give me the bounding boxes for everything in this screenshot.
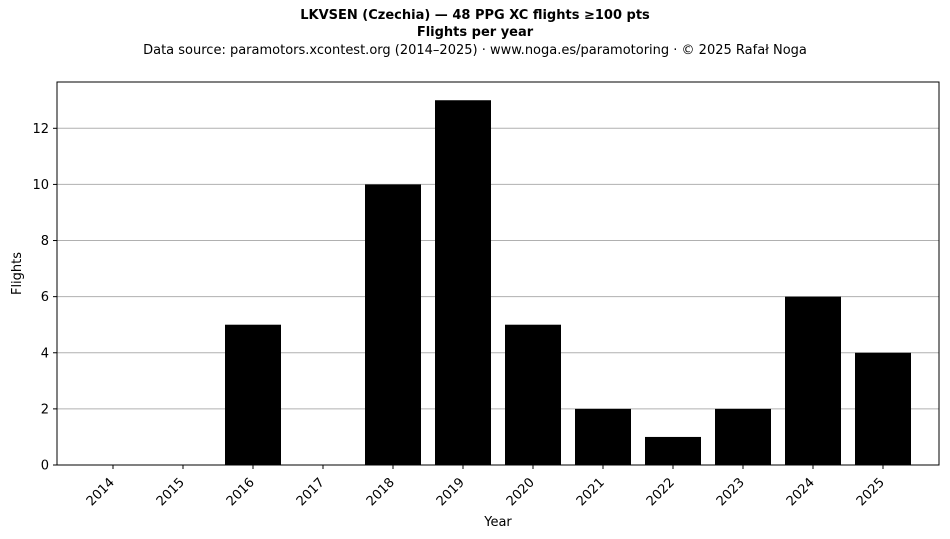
y-tick-label: 8 bbox=[41, 234, 49, 249]
y-axis: 0 2 4 6 8 10 12 bbox=[32, 122, 57, 474]
bar-2025 bbox=[855, 352, 911, 465]
x-tick-label: 2020 bbox=[504, 475, 538, 509]
x-axis-label: Year bbox=[483, 515, 512, 530]
chart-subtitle: Flights per year bbox=[416, 25, 534, 40]
y-tick-label: 6 bbox=[41, 290, 49, 305]
bar-2016 bbox=[225, 324, 281, 465]
x-tick-label: 2019 bbox=[434, 475, 468, 509]
bar-2018 bbox=[365, 184, 421, 465]
x-tick-label: 2022 bbox=[644, 475, 678, 509]
bar-2023 bbox=[715, 408, 771, 465]
bar-2021 bbox=[575, 408, 631, 465]
x-tick-label: 2023 bbox=[714, 475, 748, 509]
chart-source-note: Data source: paramotors.xcontest.org (20… bbox=[143, 43, 807, 58]
x-tick-label: 2024 bbox=[784, 475, 818, 509]
x-tick-label: 2021 bbox=[574, 475, 608, 509]
x-tick-label: 2018 bbox=[364, 475, 398, 509]
y-tick-label: 12 bbox=[32, 122, 49, 137]
y-tick-label: 0 bbox=[41, 459, 49, 474]
y-tick-label: 2 bbox=[41, 402, 49, 417]
y-axis-label: Flights bbox=[10, 252, 25, 295]
bars bbox=[225, 100, 911, 465]
chart-title: LKVSEN (Czechia) — 48 PPG XC flights ≥10… bbox=[300, 8, 650, 23]
bar-2024 bbox=[785, 296, 841, 465]
x-tick-label: 2017 bbox=[294, 475, 328, 509]
x-tick-label: 2025 bbox=[854, 475, 888, 509]
plot-frame bbox=[56, 81, 940, 466]
x-tick-label: 2016 bbox=[224, 475, 258, 509]
bar-2019 bbox=[435, 100, 491, 465]
grid-lines bbox=[57, 127, 939, 410]
x-tick-label: 2014 bbox=[84, 475, 118, 509]
x-axis: 2014 2015 2016 2017 2018 2019 2020 2021 2022 2023… bbox=[84, 465, 888, 509]
bar-2020 bbox=[505, 324, 561, 465]
y-tick-label: 10 bbox=[32, 178, 49, 193]
bar-2022 bbox=[645, 436, 701, 465]
y-tick-label: 4 bbox=[41, 346, 49, 361]
x-tick-label: 2015 bbox=[154, 475, 188, 509]
